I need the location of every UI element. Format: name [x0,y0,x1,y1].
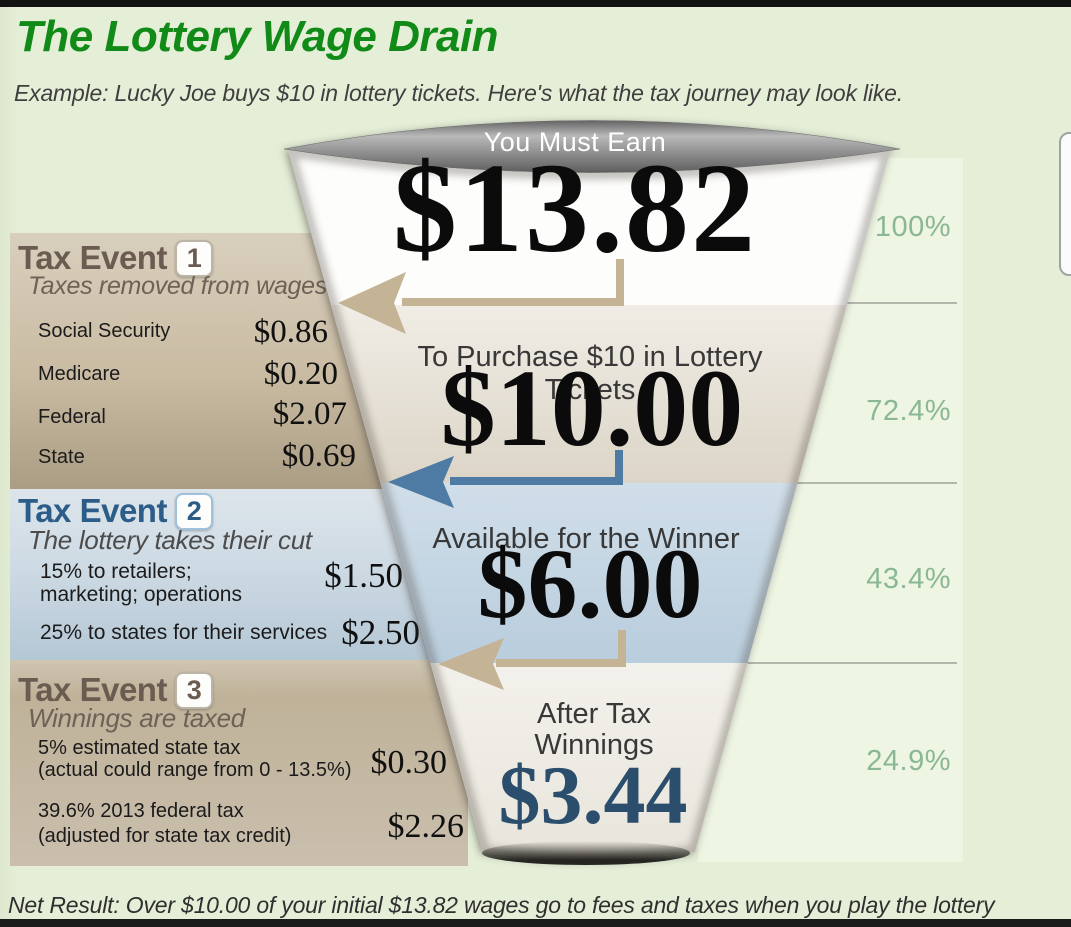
wage-to-tax1-arrow-icon [402,259,624,306]
tax-item-label: Social Security [38,320,171,342]
stage-2-label: To Purchase $10 in Lottery Tickets [417,341,763,406]
percent-label-43-4: 43.4% [866,563,951,595]
funnel-stage-2-band [288,305,890,483]
percent-label-24-9: 24.9% [866,745,951,777]
tax-event-1-heading: Tax Event 1 [18,239,213,277]
stage-4-value: $3.44 [498,749,688,842]
tax-item-value: $0.30 [370,744,448,781]
tax-item-label: (adjusted for state tax credit) [38,825,292,847]
tax-item-value: $0.86 [253,314,328,350]
tax-item-value: $0.69 [281,438,356,474]
scrollbar-thumb[interactable] [1059,132,1071,276]
stage-1-label: You Must Earn [483,127,667,157]
tax-item-label: State [38,446,85,468]
tax-item-label: 5% estimated state tax [38,737,241,759]
tax-event-2-panel: Tax Event 2 The lottery takes their cut … [10,489,452,660]
tax-item-label: 15% to retailers; [40,560,192,583]
tax-item-label: 25% to states for their services [40,621,328,644]
tax-item-value: $2.50 [341,613,420,652]
scale-divider-1 [740,302,957,304]
winner-to-tax3-arrowhead-icon [438,638,504,690]
tax-event-1-subheading: Taxes removed from wages [28,272,327,300]
tax-event-3-heading-text: Tax Event [18,671,167,708]
tax-event-3-subheading: Winnings are taxed [28,703,245,733]
percent-label-100: 100% [874,211,951,243]
percent-label-72-4: 72.4% [866,395,951,427]
stage-2-value: $10.00 [440,347,744,469]
tax-item-value: $1.50 [324,556,403,595]
net-result-text: Net Result: Over $10.00 of your initial … [8,892,995,918]
example-subtitle: Example: Lucky Joe buys $10 in lottery t… [14,80,903,106]
tax-item-value: $2.07 [272,396,347,432]
winner-to-tax3-arrow-icon [496,630,626,667]
tax-event-2-heading-text: Tax Event [18,492,167,529]
scale-divider-2 [740,482,957,484]
flow-arrows [338,259,626,690]
tax-event-3-heading: Tax Event 3 [18,671,213,709]
tax-item-label: marketing; operations [40,583,242,606]
scale-divider-3 [740,662,957,664]
tax-event-1-badge: 1 [174,239,213,277]
purchase-to-tax2-arrow-icon [450,450,623,485]
funnel-rim [283,120,901,173]
stage-3-label: Available for the Winner [432,523,740,555]
page-title: The Lottery Wage Drain [16,12,499,61]
stage-4-label-line2: Winnings [534,729,654,761]
tax-event-2-subheading: The lottery takes their cut [28,525,312,555]
tax-event-3-panel: Tax Event 3 Winnings are taxed 5% estima… [10,660,468,866]
tax-event-1-heading-text: Tax Event [18,239,167,276]
tax-item-label: Medicare [38,363,121,385]
tax-event-2-badge: 2 [174,492,213,530]
wage-to-tax1-arrowhead-icon [338,272,406,334]
top-black-bar [0,0,1071,7]
stage-4-label: After Tax Winnings [494,699,694,761]
tax-event-3-badge: 3 [174,671,213,709]
tax-item-value: $0.20 [263,356,338,392]
tax-item-label: (actual could range from 0 - 13.5%) [38,759,352,781]
tax-event-2-heading: Tax Event 2 [18,492,213,530]
tax-item-value: $2.26 [387,808,465,845]
purchase-to-tax2-arrowhead-icon [388,456,454,508]
funnel-spout-shadow [482,841,690,865]
stage-3-value: $6.00 [477,528,703,639]
tax-item-label: 39.6% 2013 federal tax [38,800,244,822]
bottom-black-bar [0,919,1071,927]
tax-item-label: Federal [38,406,106,428]
stage-4-label-line1: After Tax [537,698,651,730]
stage-1-value: $13.82 [393,137,757,279]
